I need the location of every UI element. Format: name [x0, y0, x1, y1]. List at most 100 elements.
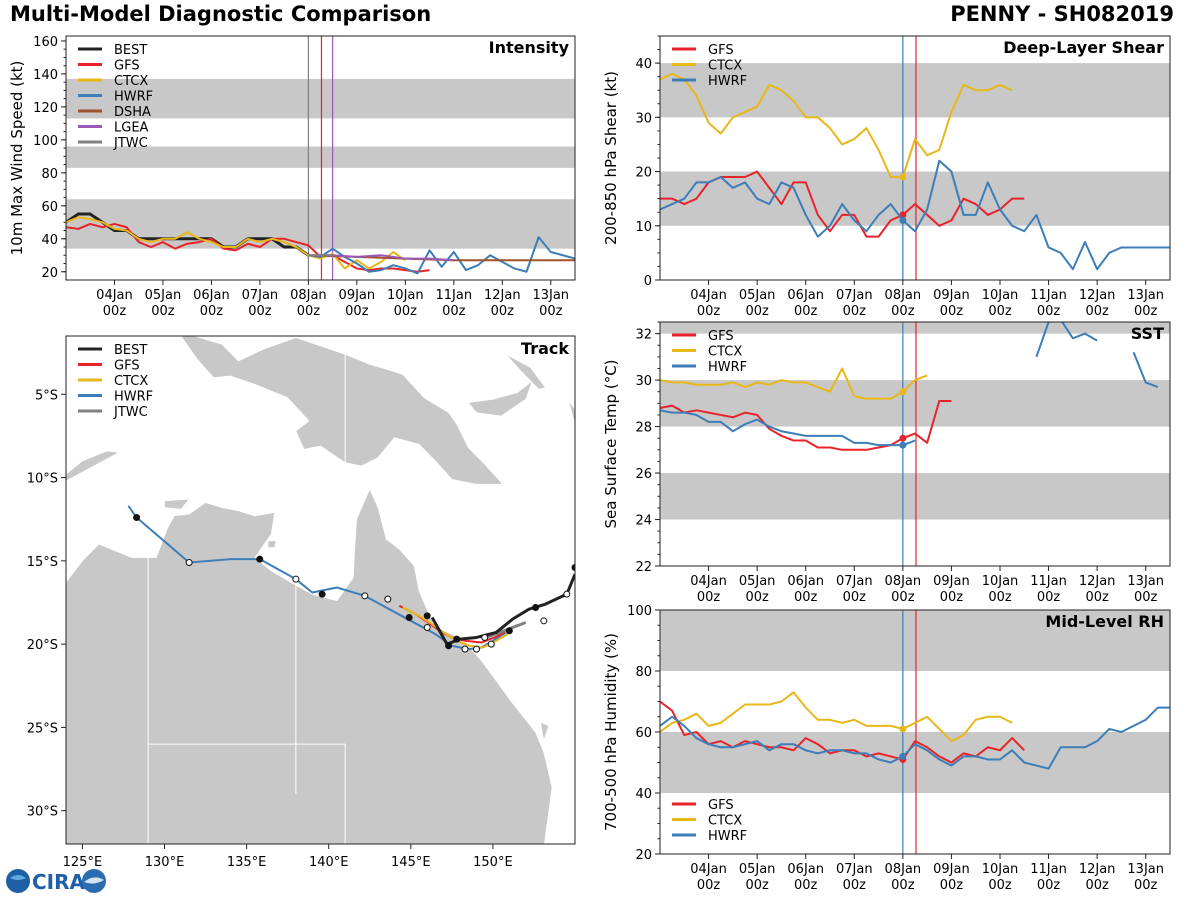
x-tick-label-date: 04Jan	[96, 288, 133, 303]
y-tick-label: 10	[635, 220, 652, 235]
track-point-open	[481, 633, 489, 641]
y-tick-label: 26	[635, 467, 652, 482]
track-best	[430, 573, 575, 646]
y-tick-label: 24	[635, 514, 652, 529]
x-tick-label-hour: 00z	[1085, 304, 1109, 319]
x-tick-label-date: 08Jan	[885, 574, 922, 589]
marker-ctcx	[899, 173, 907, 181]
legend-label-gfs: GFS	[708, 798, 734, 813]
track-point-filled	[453, 635, 461, 643]
x-tick-label-hour: 00z	[843, 878, 867, 893]
marker-gfs	[899, 434, 907, 442]
y-tick-label: 140	[33, 68, 58, 83]
track-point-open	[461, 645, 469, 653]
plot-frame	[65, 35, 576, 281]
marker-hwrf	[899, 216, 907, 224]
groote-eylandt-land	[267, 540, 277, 548]
legend-label-best: BEST	[114, 43, 147, 58]
panel-title: Track	[521, 339, 569, 358]
series-ctcx	[660, 367, 928, 400]
series-hwrf	[1035, 322, 1098, 358]
legend-label-gfs: GFS	[114, 359, 140, 374]
x-tick-label-hour: 00z	[491, 304, 515, 319]
x-tick-label: 125°E	[63, 855, 103, 870]
track-point-filled	[405, 613, 413, 621]
x-tick-label-hour: 00z	[297, 304, 321, 319]
page-title: Multi-Model Diagnostic Comparison	[10, 2, 432, 26]
cira-wave-icon	[84, 877, 104, 884]
x-tick-label-date: 12Jan	[484, 288, 521, 303]
timor-land	[66, 450, 120, 482]
y-tick-label: 80	[41, 167, 58, 182]
x-tick-label-hour: 00z	[891, 590, 915, 605]
legend-label-ctcx: CTCX	[708, 814, 742, 829]
track-point-open	[472, 645, 480, 653]
panel-shear: 01020304004Jan00z05Jan00z06Jan00z07Jan00…	[602, 35, 1171, 319]
x-tick-label-hour: 00z	[745, 590, 769, 605]
x-tick-label-hour: 00z	[988, 878, 1012, 893]
x-tick-label-date: 09Jan	[933, 574, 970, 589]
x-tick-label-hour: 00z	[1134, 878, 1158, 893]
x-tick-label-date: 13Jan	[1127, 862, 1164, 877]
x-tick-label-hour: 00z	[248, 304, 272, 319]
panel-track: 125°E 130°E 135°E 140°E 145°E 150°E 5°S 10°S 15°…	[27, 335, 576, 870]
legend-label-best: BEST	[114, 343, 147, 358]
x-tick-label-date: 05Jan	[739, 574, 776, 589]
legend-label-gfs: GFS	[708, 43, 734, 58]
series-hwrf	[1132, 351, 1159, 389]
solomon-land	[568, 400, 575, 425]
shaded-band	[660, 63, 1170, 118]
legend-label-lgea: LGEA	[114, 121, 149, 136]
new-britain-land	[467, 380, 533, 417]
series-group	[660, 610, 1170, 854]
track-point-open	[563, 590, 571, 598]
y-tick-label: 40	[41, 233, 58, 248]
new-ireland-land	[505, 354, 546, 390]
legend-label-gfs: GFS	[708, 329, 734, 344]
x-tick-label-date: 07Jan	[836, 574, 873, 589]
new-guinea-land	[177, 336, 504, 485]
australia-land	[66, 488, 553, 844]
x-tick-label-hour: 00z	[794, 878, 818, 893]
legend-label-ctcx: CTCX	[114, 74, 148, 89]
x-tick-label-date: 08Jan	[885, 288, 922, 303]
x-tick-label-hour: 00z	[940, 590, 964, 605]
storm-id-title: PENNY - SH082019	[950, 2, 1174, 26]
x-tick-label-date: 12Jan	[1079, 288, 1116, 303]
panel-sst: 22242628303204Jan00z05Jan00z06Jan00z07Ja…	[602, 321, 1171, 605]
x-tick-label-date: 13Jan	[1127, 288, 1164, 303]
x-tick-label-date: 10Jan	[982, 288, 1019, 303]
x-tick-label-date: 06Jan	[787, 862, 824, 877]
shaded-band	[660, 473, 1170, 520]
y-tick-label: 20	[635, 166, 652, 181]
x-tick-label-hour: 00z	[988, 590, 1012, 605]
shaded-band	[66, 146, 575, 168]
map-layer	[66, 336, 575, 844]
track-point-filled	[318, 590, 326, 598]
marker-hwrf	[899, 752, 907, 760]
x-tick-label-date: 13Jan	[1127, 574, 1164, 589]
x-tick-label-date: 05Jan	[739, 862, 776, 877]
x-tick-label: 150°E	[473, 855, 513, 870]
legend-label-hwrf: HWRF	[708, 829, 747, 844]
y-tick-label: 20	[635, 848, 652, 863]
x-tick-label-hour: 00z	[697, 304, 721, 319]
x-tick-label-date: 08Jan	[885, 862, 922, 877]
legend-label-dsha: DSHA	[114, 105, 151, 120]
panel-title: SST	[1131, 324, 1164, 343]
x-tick-label-hour: 00z	[1085, 878, 1109, 893]
cira-globe-icon	[6, 869, 30, 893]
x-tick-label-hour: 00z	[1134, 590, 1158, 605]
track-point-filled	[571, 564, 575, 572]
x-tick-label-hour: 00z	[745, 304, 769, 319]
y-tick-label: 20	[41, 266, 58, 281]
y-tick-label: 0	[644, 274, 652, 289]
track-point-filled	[532, 603, 540, 611]
x-tick-label-hour: 00z	[988, 304, 1012, 319]
x-tick-label-date: 05Jan	[145, 288, 182, 303]
legend-label-ctcx: CTCX	[708, 345, 742, 360]
x-tick-label-hour: 00z	[745, 878, 769, 893]
x-tick-label-date: 11Jan	[1030, 288, 1067, 303]
y-tick-label: 60	[635, 726, 652, 741]
y-tick-label: 32	[635, 328, 652, 343]
